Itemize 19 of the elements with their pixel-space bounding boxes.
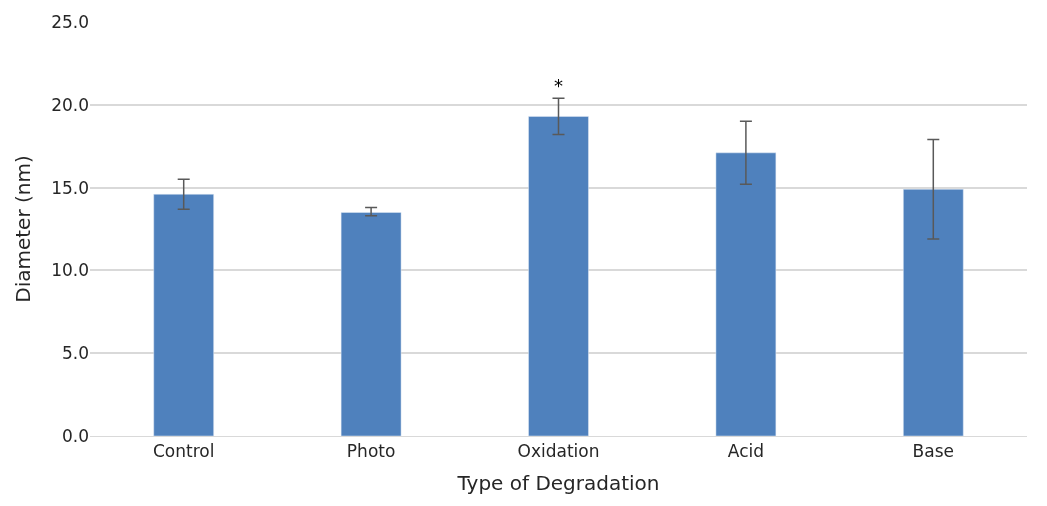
bar bbox=[715, 152, 777, 436]
y-tick-label: 15.0 bbox=[51, 177, 89, 198]
x-axis-title: Type of Degradation bbox=[456, 470, 660, 495]
y-tick-label: 10.0 bbox=[51, 260, 89, 281]
bar bbox=[528, 116, 589, 436]
y-tick-label: 20.0 bbox=[51, 94, 89, 115]
bar bbox=[340, 212, 402, 436]
bar bbox=[903, 189, 964, 436]
x-tick-label: Control bbox=[152, 441, 215, 462]
x-tick-label: Base bbox=[912, 441, 954, 462]
y-axis-title: Diameter (nm) bbox=[10, 155, 35, 303]
x-tick-label: Acid bbox=[727, 441, 764, 462]
x-tick-label: Photo bbox=[346, 441, 396, 462]
x-tick-label: Oxidation bbox=[517, 441, 600, 462]
annotation: * bbox=[554, 75, 563, 96]
y-tick-label: 0.0 bbox=[61, 425, 89, 446]
y-tick-label: 5.0 bbox=[61, 343, 89, 364]
y-tick-label: 25.0 bbox=[51, 11, 89, 32]
bar bbox=[153, 193, 214, 436]
